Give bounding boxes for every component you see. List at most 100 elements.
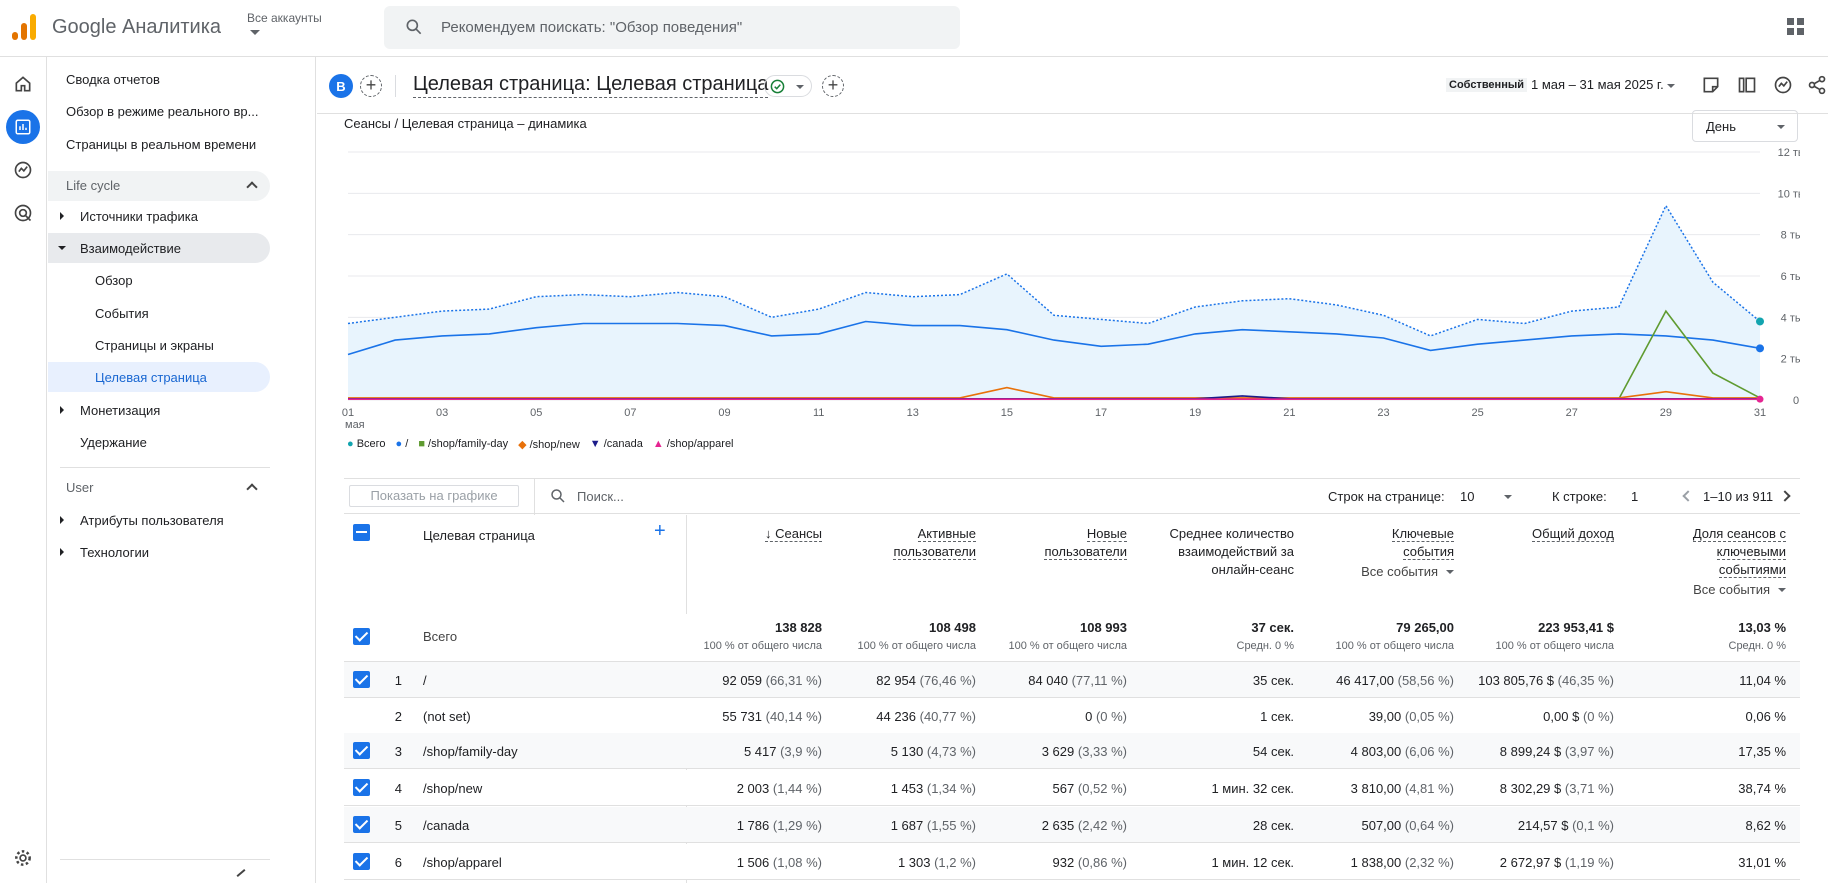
nav-retention[interactable]: Удержание [80, 434, 147, 450]
nav-pages-screens[interactable]: Страницы и экраны [95, 337, 214, 353]
row-checkbox[interactable] [353, 742, 370, 759]
metric-header[interactable]: ↓ Сеансы [622, 525, 822, 543]
cell-percent: (58,56 %) [1394, 673, 1454, 688]
cell-value: 39,00 [1368, 709, 1402, 724]
dimension-header[interactable]: Целевая страница [423, 528, 535, 543]
legend-item[interactable]: ◆ /shop/new [518, 438, 580, 451]
row-dimension[interactable]: /canada [423, 818, 470, 833]
prev-page-icon[interactable] [1682, 490, 1694, 502]
table-row[interactable] [344, 662, 1800, 698]
nav-events[interactable]: События [95, 305, 149, 321]
caret-right-icon [60, 548, 64, 556]
event-selector[interactable]: Все события [1254, 563, 1454, 581]
table-row[interactable] [344, 807, 1800, 843]
totals-checkbox[interactable] [353, 628, 370, 645]
home-icon[interactable] [6, 67, 40, 101]
collapse-arrow-icon[interactable] [236, 869, 246, 877]
plot-rows-button[interactable]: Показать на графике [349, 485, 519, 507]
metric-header[interactable]: Доля сеансов с ключевыми событиями Все собы… [1586, 525, 1786, 599]
row-checkbox[interactable] [353, 671, 370, 688]
settings-gear-icon[interactable] [6, 841, 40, 875]
legend-item[interactable]: ▼ /canada [590, 438, 643, 450]
next-page-icon[interactable] [1779, 490, 1791, 502]
date-range-picker[interactable]: 1 мая – 31 мая 2025 г. [1531, 77, 1664, 92]
nav-traffic-sources[interactable]: Источники трафика [48, 201, 270, 231]
accounts-selector[interactable]: Все аккаунты [247, 11, 322, 25]
metric-header[interactable]: Ключевые события Все события [1254, 525, 1454, 581]
chevron-up-icon [246, 483, 258, 495]
select-all-checkbox[interactable] [353, 524, 370, 541]
row-cell: 4 803,00 (6,06 %) [1254, 744, 1454, 759]
row-checkbox[interactable] [353, 816, 370, 833]
metric-header[interactable]: Среднее количество взаимодействий за онлай… [1094, 525, 1294, 579]
nav-monetization[interactable]: Монетизация [48, 395, 270, 425]
apps-grid-icon[interactable] [1787, 18, 1805, 36]
x-tick-label: 09 [718, 407, 730, 419]
row-dimension[interactable]: /shop/apparel [423, 855, 502, 870]
row-checkbox[interactable] [353, 779, 370, 796]
add-filter-button[interactable]: + [822, 75, 844, 97]
explore-icon[interactable] [6, 153, 40, 187]
row-cell: 11,04 % [1586, 673, 1786, 688]
y-tick-label: 4 тыс. [1781, 312, 1800, 324]
nav-tech[interactable]: Технологии [48, 537, 270, 567]
page-title[interactable]: Целевая страница: Целевая страница [413, 73, 769, 98]
section-lifecycle[interactable]: Life cycle [48, 171, 270, 201]
cell-percent: (1,34 %) [923, 781, 976, 796]
reports-icon[interactable] [6, 110, 40, 144]
metric-header[interactable]: Новые пользователи [927, 525, 1127, 561]
x-tick-label: 19 [1189, 407, 1201, 419]
comparison-avatar[interactable]: B [329, 74, 353, 98]
cell-value: 31,01 % [1738, 855, 1786, 870]
section-user[interactable]: User [48, 473, 270, 503]
legend-item[interactable]: ● / [396, 438, 409, 450]
metric-header[interactable]: Активные пользователи [776, 525, 976, 561]
row-dimension[interactable]: /shop/family-day [423, 744, 518, 759]
nav-reports-snapshot[interactable]: Сводка отчетов [66, 71, 160, 87]
global-search[interactable]: Рекомендуем поискать: "Обзор поведения" [384, 6, 960, 49]
x-tick-label: 01 [342, 407, 354, 419]
legend-item[interactable]: ■ /shop/family-day [418, 438, 508, 450]
insights-icon[interactable] [1773, 75, 1793, 95]
row-cell: 8,62 % [1586, 818, 1786, 833]
caret-down-icon[interactable] [1504, 495, 1512, 499]
legend-item[interactable]: ● Всего [347, 438, 386, 450]
legend-item[interactable]: ▲ /shop/apparel [653, 438, 734, 450]
edit-report-icon[interactable] [1701, 75, 1721, 95]
series-end-marker [1756, 317, 1764, 326]
nav-user-attributes[interactable]: Атрибуты пользователя [48, 505, 270, 535]
goto-row-input[interactable]: 1 [1631, 489, 1639, 504]
rows-per-page-select[interactable]: 10 [1460, 489, 1475, 504]
row-dimension[interactable]: (not set) [423, 709, 471, 724]
nav-realtime-pages[interactable]: Страницы в реальном времени [66, 136, 257, 152]
legend-marker-icon: ● [395, 438, 406, 450]
advertising-icon[interactable] [6, 196, 40, 230]
table-row[interactable] [344, 698, 1800, 734]
row-cell: 1 506 (1,08 %) [622, 855, 822, 870]
nav-engagement[interactable]: Взаимодействие [48, 233, 270, 263]
nav-landing-page[interactable]: Целевая страница [48, 362, 270, 392]
add-dimension-plus-icon[interactable]: + [654, 520, 666, 542]
row-dimension[interactable]: / [423, 673, 427, 688]
metric-header[interactable]: Общий доход [1414, 525, 1614, 543]
nav-engagement-overview[interactable]: Обзор [95, 272, 133, 288]
table-row[interactable] [344, 733, 1800, 769]
event-selector[interactable]: Все события [1586, 581, 1786, 599]
status-chip[interactable] [764, 75, 812, 97]
row-checkbox[interactable] [353, 853, 370, 870]
add-comparison-button[interactable]: + [360, 75, 382, 97]
compare-icon[interactable] [1737, 75, 1757, 95]
caret-down-icon[interactable] [1667, 84, 1675, 88]
table-row[interactable] [344, 844, 1800, 880]
table-search-input[interactable]: Поиск... [577, 489, 624, 504]
table-row[interactable] [344, 770, 1800, 806]
share-icon[interactable] [1807, 75, 1827, 95]
row-index: 5 [394, 818, 402, 833]
total-value: 13,03 % [1738, 620, 1786, 635]
search-input[interactable]: Рекомендуем поискать: "Обзор поведения" [441, 19, 743, 36]
metric-header-label: взаимодействий за [1178, 544, 1294, 559]
nav-realtime-overview[interactable]: Обзор в режиме реального вр... [66, 103, 259, 119]
accounts-caret-icon[interactable] [250, 30, 260, 35]
granularity-select[interactable]: День [1692, 110, 1798, 142]
row-dimension[interactable]: /shop/new [423, 781, 483, 796]
